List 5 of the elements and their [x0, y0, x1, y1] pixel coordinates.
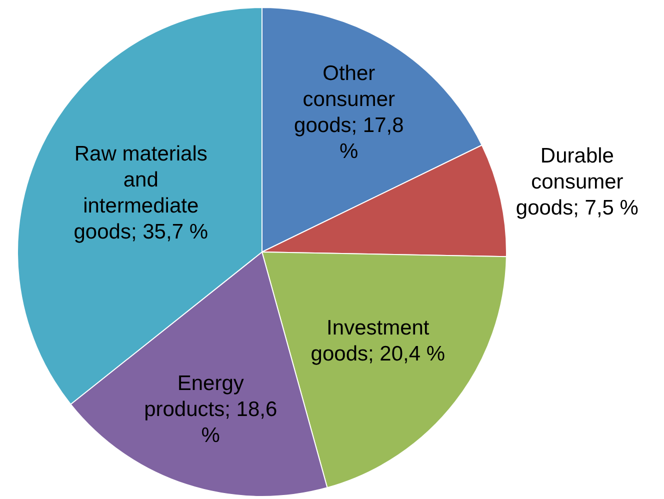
slice-label: Energy products; 18,6 % [144, 372, 278, 447]
slice-label: Other consumer goods; 17,8 % [294, 62, 404, 163]
slice-label: Durable consumer goods; 7,5 % [516, 144, 638, 220]
slice-label: Investment goods; 20,4 % [310, 316, 446, 366]
slice-label: Raw materials and intermediate goods; 35,7 % [74, 142, 208, 244]
